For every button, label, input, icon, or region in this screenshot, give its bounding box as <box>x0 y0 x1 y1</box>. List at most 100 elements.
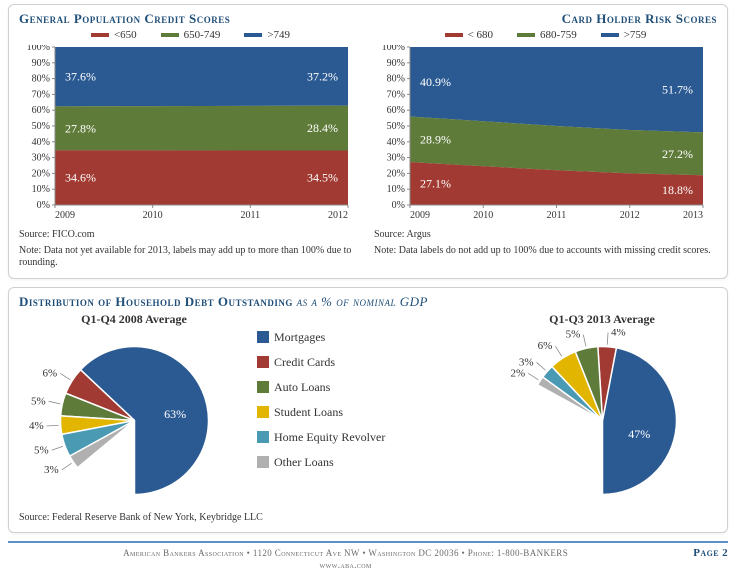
svg-text:28.4%: 28.4% <box>307 121 338 135</box>
left-note: Note: Data not yet available for 2013, l… <box>19 245 362 270</box>
right-note: Note: Data labels do not add up to 100% … <box>374 245 717 258</box>
dist-source: Source: Federal Reserve Bank of New York… <box>19 512 717 525</box>
left-chart-title: General Population Credit Scores <box>19 11 362 27</box>
legend-item: Auto Loans <box>257 380 479 395</box>
svg-text:6%: 6% <box>42 367 57 379</box>
svg-text:80%: 80% <box>387 74 405 85</box>
legend-label: Auto Loans <box>274 380 330 395</box>
svg-text:5%: 5% <box>30 395 45 407</box>
right-chart-title: Card Holder Risk Scores <box>374 11 717 27</box>
svg-text:5%: 5% <box>565 329 580 341</box>
legend-label: Mortgages <box>274 330 325 345</box>
legend-item: >759 <box>601 29 647 41</box>
svg-text:30%: 30% <box>32 153 50 164</box>
svg-text:90%: 90% <box>32 58 50 69</box>
legend-label: 650-749 <box>184 29 221 41</box>
legend-item: Credit Cards <box>257 355 479 370</box>
svg-text:37.2%: 37.2% <box>307 69 338 83</box>
svg-text:40.9%: 40.9% <box>420 75 451 89</box>
svg-text:63%: 63% <box>164 407 186 421</box>
legend-label: Home Equity Revolver <box>274 430 385 445</box>
dist-title-main: Distribution of Household Debt Outstandi… <box>19 294 293 309</box>
svg-text:100%: 100% <box>27 45 50 53</box>
svg-text:28.9%: 28.9% <box>420 132 451 146</box>
pie1-svg: 63% 6% 5% 4% 5% 3% <box>27 329 242 504</box>
footer-divider <box>8 541 728 543</box>
svg-text:70%: 70% <box>387 89 405 100</box>
svg-text:37.6%: 37.6% <box>65 70 96 84</box>
svg-text:2012: 2012 <box>328 210 348 221</box>
dist-title-suffix: as a % of nominal GDP <box>293 294 428 309</box>
svg-text:4%: 4% <box>611 329 626 339</box>
dist-legend: Mortgages Credit Cards Auto Loans Studen… <box>257 312 479 470</box>
legend-item: Mortgages <box>257 330 479 345</box>
legend-item: 650-749 <box>161 29 221 41</box>
legend-item: Student Loans <box>257 405 479 420</box>
svg-text:30%: 30% <box>387 153 405 164</box>
right-area-chart: Card Holder Risk Scores < 680 680-759 >7… <box>374 11 717 270</box>
svg-text:60%: 60% <box>387 105 405 116</box>
footer-page: Page 2 <box>683 547 728 559</box>
distribution-panel: Distribution of Household Debt Outstandi… <box>8 287 728 534</box>
svg-text:50%: 50% <box>32 121 50 132</box>
left-source: Source: FICO.com <box>19 229 362 242</box>
pie-2013: Q1-Q3 2013 Average 47%4%5%6%3%2% <box>487 312 717 509</box>
svg-text:2009: 2009 <box>55 210 75 221</box>
legend-item: < 680 <box>445 29 493 41</box>
legend-label: >749 <box>267 29 290 41</box>
legend-label: Other Loans <box>274 455 334 470</box>
legend-item: >749 <box>244 29 290 41</box>
svg-text:2012: 2012 <box>620 210 640 221</box>
legend-item: Other Loans <box>257 455 479 470</box>
svg-text:2009: 2009 <box>410 210 430 221</box>
svg-text:10%: 10% <box>387 184 405 195</box>
legend-label: Credit Cards <box>274 355 335 370</box>
svg-text:27.2%: 27.2% <box>662 147 693 161</box>
svg-text:2011: 2011 <box>547 210 567 221</box>
svg-text:4%: 4% <box>29 420 44 432</box>
svg-text:3%: 3% <box>44 463 59 475</box>
legend-item: <650 <box>91 29 137 41</box>
footer-text: American Bankers Association • 1120 Conn… <box>8 547 683 571</box>
svg-text:18.8%: 18.8% <box>662 183 693 197</box>
svg-text:2011: 2011 <box>241 210 261 221</box>
svg-text:51.7%: 51.7% <box>662 83 693 97</box>
pie-2008: Q1-Q4 2008 Average 63%6%5%4%5%3% <box>19 312 249 509</box>
legend-label: >759 <box>624 29 647 41</box>
svg-text:5%: 5% <box>34 444 49 456</box>
svg-text:40%: 40% <box>387 137 405 148</box>
svg-text:2010: 2010 <box>473 210 493 221</box>
legend-item: 680-759 <box>517 29 577 41</box>
footer: American Bankers Association • 1120 Conn… <box>8 547 728 571</box>
svg-text:27.1%: 27.1% <box>420 177 451 191</box>
legend-label: < 680 <box>468 29 493 41</box>
svg-text:6%: 6% <box>537 340 552 352</box>
dist-title: Distribution of Household Debt Outstandi… <box>19 294 717 310</box>
svg-text:80%: 80% <box>32 74 50 85</box>
pie2-subtitle: Q1-Q3 2013 Average <box>487 312 717 327</box>
svg-text:50%: 50% <box>387 121 405 132</box>
svg-text:27.8%: 27.8% <box>65 121 96 135</box>
svg-text:20%: 20% <box>32 168 50 179</box>
svg-text:20%: 20% <box>387 168 405 179</box>
svg-text:70%: 70% <box>32 89 50 100</box>
svg-text:34.5%: 34.5% <box>307 171 338 185</box>
pie2-svg: 47%4%5%6%3%2% <box>495 329 710 504</box>
svg-text:2010: 2010 <box>143 210 163 221</box>
svg-text:100%: 100% <box>382 45 405 53</box>
svg-text:0%: 0% <box>392 200 405 211</box>
svg-text:90%: 90% <box>387 58 405 69</box>
legend-item: Home Equity Revolver <box>257 430 479 445</box>
right-area-svg: 0% 10% 20% 30% 40% 50% 60% 70% 80% 90% 100% 2009 201… <box>374 45 709 221</box>
footer-line1: American Bankers Association • 1120 Conn… <box>123 548 568 558</box>
svg-text:2%: 2% <box>510 367 525 379</box>
right-legend: < 680 680-759 >759 <box>374 29 717 41</box>
left-legend: <650 650-749 >749 <box>19 29 362 41</box>
legend-label: Student Loans <box>274 405 343 420</box>
left-area-chart: General Population Credit Scores <650 65… <box>19 11 362 270</box>
svg-text:34.6%: 34.6% <box>65 171 96 185</box>
svg-text:10%: 10% <box>32 184 50 195</box>
svg-text:2013: 2013 <box>683 210 703 221</box>
svg-text:47%: 47% <box>628 426 650 440</box>
right-source: Source: Argus <box>374 229 717 242</box>
